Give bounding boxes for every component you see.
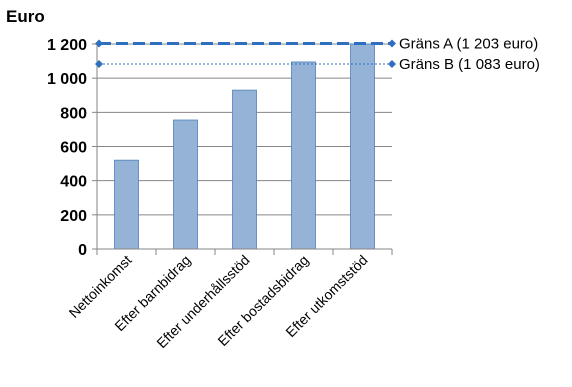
reference-marker: [95, 39, 103, 48]
y-tick-label: 800: [60, 105, 87, 122]
bar: [291, 61, 316, 250]
axes: [92, 43, 393, 255]
reference-marker: [388, 59, 396, 68]
y-tick-label: 400: [60, 174, 87, 191]
y-tick-labels: 0 200 400 600 800 1 000 1 200: [47, 37, 87, 259]
reference-line-label: Gräns A (1 203 euro): [399, 35, 538, 52]
reference-marker: [388, 39, 396, 48]
y-tick-label: 1 000: [47, 71, 87, 88]
bar: [173, 119, 198, 250]
reference-marker: [95, 59, 103, 68]
reference-line-label: Gräns B (1 083 euro): [399, 56, 540, 73]
y-tick-label: 1 200: [47, 37, 87, 54]
y-tick-label: 0: [78, 242, 87, 259]
y-unit-label: Euro: [6, 7, 45, 26]
bar: [350, 43, 375, 250]
y-tick-label: 200: [60, 208, 87, 225]
y-tick-label: 600: [60, 140, 87, 157]
reference-lines: Gräns A (1 203 euro) Gräns B (1 083 euro): [95, 35, 540, 73]
bars: [114, 43, 375, 250]
bar: [232, 89, 257, 250]
bar: [114, 159, 139, 250]
